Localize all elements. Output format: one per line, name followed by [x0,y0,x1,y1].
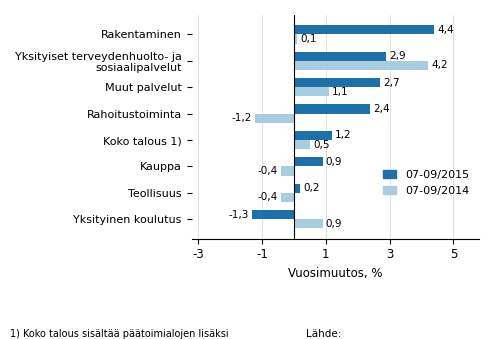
Bar [294,34,297,44]
Bar [294,140,310,149]
Bar [294,78,380,87]
Text: 0,1: 0,1 [300,34,317,44]
Bar [281,193,294,202]
Text: 0,2: 0,2 [303,183,320,193]
Text: 2,7: 2,7 [383,78,400,87]
Legend: 07-09/2015, 07-09/2014: 07-09/2015, 07-09/2014 [378,165,473,200]
Bar [294,25,434,34]
Text: 1,1: 1,1 [332,87,349,97]
Text: 1,2: 1,2 [335,131,352,140]
Text: -1,2: -1,2 [232,113,252,123]
Text: -1,3: -1,3 [229,210,249,220]
Bar [294,157,323,166]
Bar [294,87,329,97]
Text: 0,9: 0,9 [326,219,342,229]
Text: -0,4: -0,4 [257,166,278,176]
Text: 4,2: 4,2 [431,60,448,71]
Text: 4,4: 4,4 [438,25,454,35]
Text: -0,4: -0,4 [257,193,278,202]
Text: 2,9: 2,9 [390,51,406,61]
Bar [294,52,386,61]
Text: 0,5: 0,5 [313,140,329,149]
Bar [252,210,294,219]
Text: 2,4: 2,4 [373,104,390,114]
Text: Lähde:
Tilastokeskus: Lähde: Tilastokeskus [306,329,376,339]
Text: 1) Koko talous sisältää päätoimialojen lisäksi
myös julkisen sektorin palkkasumm: 1) Koko talous sisältää päätoimialojen l… [10,329,229,339]
Bar [294,131,332,140]
Bar [281,166,294,176]
Bar [294,61,428,70]
Bar [294,184,300,193]
X-axis label: Vuosimuutos, %: Vuosimuutos, % [288,267,382,280]
Text: 0,9: 0,9 [326,157,342,167]
Bar [255,114,294,123]
Bar [294,104,370,114]
Bar [294,219,323,228]
